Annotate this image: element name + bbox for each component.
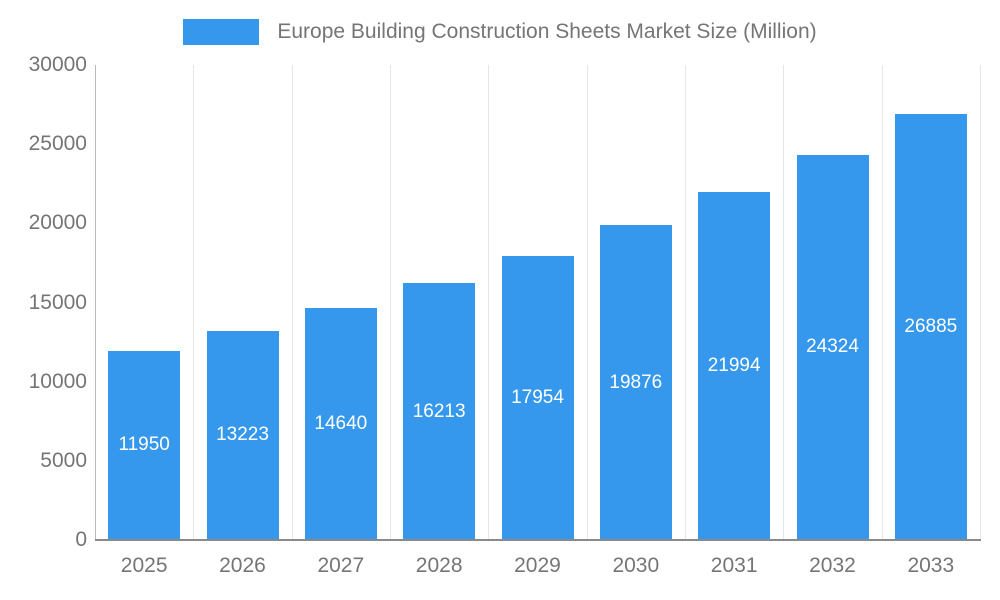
y-axis-tick-label: 15000 bbox=[28, 290, 87, 314]
bar-value-label: 11950 bbox=[118, 434, 170, 456]
bar-value-label: 19876 bbox=[609, 371, 663, 393]
bar-2027: 14640 bbox=[304, 308, 377, 540]
y-axis-tick-label: 5000 bbox=[40, 448, 87, 472]
vertical-gridline bbox=[980, 65, 981, 540]
x-axis-tick-label: 2032 bbox=[809, 554, 856, 577]
bar-value-label: 17954 bbox=[511, 386, 564, 408]
bar-2031: 21994 bbox=[698, 191, 771, 540]
legend-swatch bbox=[183, 19, 260, 45]
y-axis-tick-label: 25000 bbox=[28, 132, 87, 156]
y-axis-tick-label: 30000 bbox=[28, 53, 87, 76]
y-axis-tick-label: 0 bbox=[75, 528, 87, 551]
chart-legend: Europe Building Construction Sheets Mark… bbox=[0, 18, 1000, 46]
bar-2030: 19876 bbox=[599, 225, 672, 540]
x-axis-line bbox=[95, 539, 981, 541]
bar-value-label: 26885 bbox=[904, 316, 958, 338]
vertical-gridline bbox=[390, 65, 391, 540]
x-axis-tick-label: 2031 bbox=[710, 554, 758, 577]
bar-2029: 17954 bbox=[501, 255, 574, 540]
bar-value-label: 21994 bbox=[707, 354, 761, 376]
vertical-gridline bbox=[881, 65, 883, 540]
vertical-gridline bbox=[488, 65, 490, 540]
bar-2025: 11950 bbox=[108, 350, 181, 540]
y-axis-tick-label: 10000 bbox=[28, 369, 87, 393]
x-axis-tick-label: 2027 bbox=[317, 554, 365, 577]
y-axis-line bbox=[95, 65, 96, 540]
bar-2033: 26885 bbox=[894, 114, 967, 540]
x-axis-tick-label: 2029 bbox=[514, 554, 561, 577]
vertical-gridline bbox=[586, 65, 588, 540]
bar-value-label: 24324 bbox=[806, 336, 859, 358]
x-axis-tick-label: 2026 bbox=[219, 554, 266, 577]
vertical-gridline bbox=[685, 65, 686, 540]
vertical-gridline bbox=[291, 65, 293, 540]
x-axis-tick-label: 2028 bbox=[415, 554, 463, 577]
vertical-gridline bbox=[783, 65, 785, 540]
x-axis-tick-label: 2033 bbox=[907, 554, 955, 577]
bar-value-label: 16213 bbox=[412, 400, 466, 422]
x-axis-tick-label: 2025 bbox=[120, 554, 168, 577]
vertical-gridline bbox=[193, 65, 195, 540]
bar-2026: 13223 bbox=[206, 330, 279, 540]
y-axis-tick-label: 20000 bbox=[28, 211, 87, 235]
bar-2028: 16213 bbox=[403, 283, 476, 540]
chart-title: Europe Building Construction Sheets Mark… bbox=[277, 20, 817, 43]
bar-value-label: 14640 bbox=[314, 413, 368, 435]
bar-2032: 24324 bbox=[796, 154, 869, 540]
x-axis-tick-label: 2030 bbox=[612, 554, 660, 577]
bar-value-label: 13223 bbox=[216, 424, 269, 446]
